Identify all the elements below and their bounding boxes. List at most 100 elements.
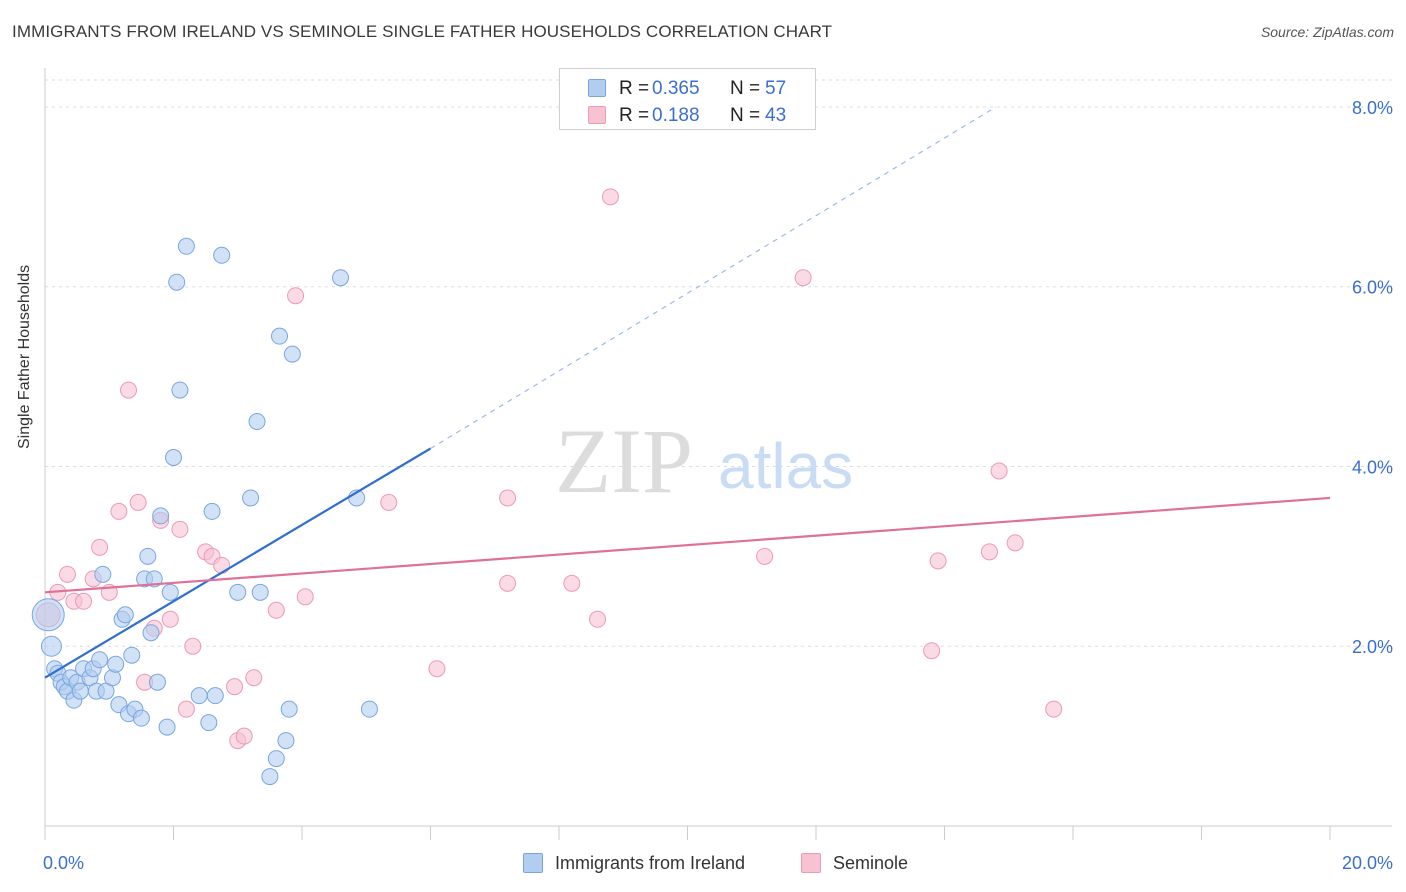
data-point-seminole: [563, 574, 581, 592]
legend-swatch-ireland: [588, 79, 606, 97]
chart-title: IMMIGRANTS FROM IRELAND VS SEMINOLE SING…: [12, 22, 833, 41]
data-point-seminole: [499, 574, 517, 592]
data-point-ireland: [280, 700, 298, 718]
data-point-ireland: [171, 381, 189, 399]
data-point-ireland: [261, 768, 279, 786]
legend-label-ireland: Immigrants from Ireland: [555, 853, 746, 873]
data-point-ireland: [91, 651, 109, 669]
data-point-ireland: [94, 565, 112, 583]
data-point-ireland: [31, 598, 65, 632]
n-label: N =: [730, 105, 761, 126]
legend-swatch-seminole: [588, 106, 606, 124]
y-axis-label: Single Father Households: [16, 264, 33, 449]
y-tick-label: 8.0%: [1352, 98, 1393, 118]
r-value: 0.188: [652, 105, 700, 126]
trend-lines: [44, 106, 1331, 679]
series-seminole: [35, 188, 1063, 750]
series-legend: Immigrants from Ireland Seminole: [0, 851, 1406, 879]
data-point-seminole: [213, 556, 231, 574]
data-point-seminole: [428, 660, 446, 678]
data-point-ireland: [40, 635, 62, 657]
data-point-seminole: [1006, 534, 1024, 552]
tick-labels: 2.0% 4.0% 6.0% 8.0% 0.0% 20.0%: [43, 98, 1393, 873]
data-point-ireland: [251, 583, 269, 601]
data-point-ireland: [277, 732, 295, 750]
data-point-seminole: [235, 727, 253, 745]
data-point-ireland: [132, 709, 150, 727]
r-value: 0.365: [652, 78, 700, 99]
data-point-ireland: [168, 273, 186, 291]
watermark: ZIP atlas: [555, 410, 853, 512]
gridlines: [45, 79, 1392, 647]
data-point-seminole: [589, 610, 607, 628]
y-tick-label: 4.0%: [1352, 457, 1393, 477]
source-label: Source: ZipAtlas.com: [1260, 24, 1394, 40]
data-point-ireland: [152, 507, 170, 525]
data-point-ireland: [71, 682, 89, 700]
data-point-seminole: [990, 462, 1008, 480]
axes: [44, 68, 1392, 840]
trend-line-seminole: [44, 496, 1331, 594]
stats-legend: R = 0.365 N = 57 R = 0.188 N = 43: [559, 68, 816, 130]
data-point-seminole: [184, 637, 202, 655]
data-point-ireland: [158, 718, 176, 736]
watermark-zip: ZIP: [555, 410, 693, 512]
data-point-seminole: [120, 381, 138, 399]
data-point-seminole: [58, 565, 76, 583]
trend-line-ireland-extension: [430, 106, 997, 450]
data-point-ireland: [248, 413, 266, 431]
data-point-ireland: [123, 646, 141, 664]
data-point-ireland: [332, 269, 350, 287]
data-point-ireland: [107, 655, 125, 673]
legend-label-seminole: Seminole: [833, 853, 909, 873]
data-point-ireland: [200, 714, 218, 732]
data-point-seminole: [601, 188, 619, 206]
data-point-seminole: [177, 700, 195, 718]
data-point-ireland: [267, 750, 285, 768]
data-point-ireland: [116, 606, 134, 624]
watermark-atlas: atlas: [718, 430, 853, 502]
legend-swatch-seminole: [801, 853, 821, 873]
data-point-seminole: [380, 493, 398, 511]
data-point-seminole: [499, 489, 517, 507]
r-label: R =: [619, 105, 650, 126]
data-point-ireland: [360, 700, 378, 718]
data-point-ireland: [203, 502, 221, 520]
data-point-seminole: [794, 269, 812, 287]
data-point-ireland: [148, 673, 166, 691]
data-point-seminole: [267, 601, 285, 619]
legend-swatch-ireland: [523, 853, 543, 873]
data-point-seminole: [110, 502, 128, 520]
data-point-ireland: [145, 570, 163, 588]
data-point-seminole: [171, 520, 189, 538]
data-point-seminole: [161, 610, 179, 628]
series-ireland: [31, 237, 378, 786]
data-point-ireland: [242, 489, 260, 507]
data-point-ireland: [177, 237, 195, 255]
data-point-ireland: [283, 345, 301, 363]
data-point-seminole: [756, 547, 774, 565]
data-point-seminole: [929, 552, 947, 570]
stats-row-ireland: R = 0.365 N = 57: [560, 75, 815, 101]
data-point-seminole: [296, 588, 314, 606]
y-tick-label: 2.0%: [1352, 637, 1393, 657]
data-point-seminole: [226, 678, 244, 696]
data-point-seminole: [980, 543, 998, 561]
data-point-ireland: [190, 687, 208, 705]
data-point-ireland: [271, 327, 289, 345]
trend-line-ireland: [44, 447, 432, 679]
data-point-ireland: [139, 547, 157, 565]
data-point-seminole: [1045, 700, 1063, 718]
data-point-ireland: [161, 583, 179, 601]
data-point-seminole: [75, 592, 93, 610]
n-value: 43: [765, 105, 787, 126]
n-value: 57: [765, 78, 787, 99]
n-label: N =: [730, 78, 761, 99]
data-point-ireland: [213, 246, 231, 264]
stats-row-seminole: R = 0.188 N = 43: [560, 102, 815, 128]
r-label: R =: [619, 78, 650, 99]
data-point-seminole: [129, 493, 147, 511]
data-point-ireland: [142, 624, 160, 642]
data-point-seminole: [91, 538, 109, 556]
